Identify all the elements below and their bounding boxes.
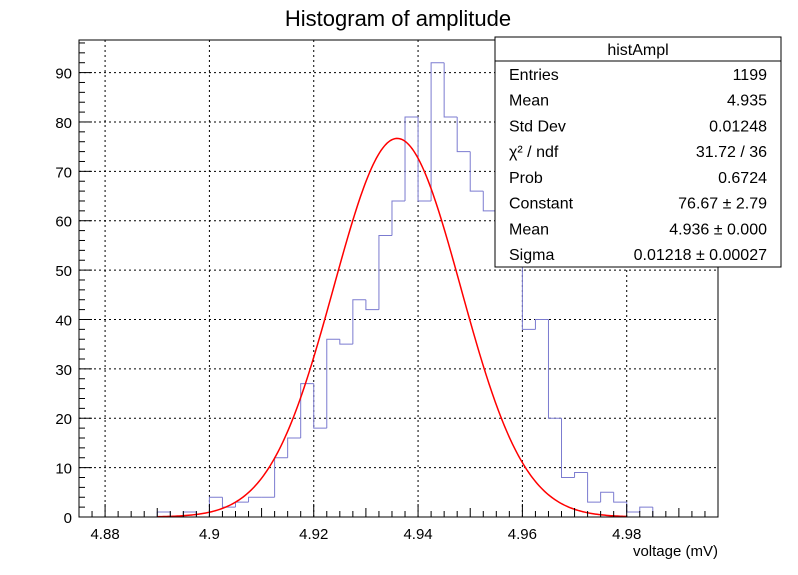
stats-box-frame xyxy=(494,36,782,268)
stats-row-label: Prob xyxy=(509,170,543,187)
stats-row-value: 76.67 ± 2.79 xyxy=(678,196,767,213)
histogram-bin xyxy=(326,338,340,429)
stats-row-value: 0.01218 ± 0.00027 xyxy=(634,247,767,264)
histogram-bin xyxy=(248,496,262,503)
histogram-bin xyxy=(404,116,419,201)
histogram-bin xyxy=(300,383,314,438)
fit-series xyxy=(157,137,627,518)
y-tick-label: 20 xyxy=(55,411,72,428)
histogram-bin xyxy=(287,437,301,458)
y-tick-label: 30 xyxy=(55,362,72,379)
histogram-bin xyxy=(365,299,379,311)
stats-row-label: Mean xyxy=(509,93,549,110)
histogram-bin xyxy=(313,383,327,429)
stats-row-value: 31.72 / 36 xyxy=(696,144,767,161)
histogram-bin xyxy=(417,117,432,202)
histogram-bin xyxy=(469,151,484,192)
x-axis-label: voltage (mV) xyxy=(633,543,718,560)
y-tick-label: 90 xyxy=(55,66,72,83)
histogram-bin xyxy=(352,299,366,345)
chart-title: Histogram of amplitude xyxy=(285,6,511,31)
histogram-bin xyxy=(574,472,588,478)
x-tick-label: 4.88 xyxy=(90,526,119,543)
histogram-bin xyxy=(378,235,392,310)
x-tick-label: 4.94 xyxy=(403,526,432,543)
stats-row-value: 0.01248 xyxy=(709,118,767,135)
x-tick-label: 4.96 xyxy=(508,526,537,543)
stats-box: histAmpl Entries 1199 Mean 4.935 Std Dev 0.012… xyxy=(494,36,782,268)
stats-row-value: 4.935 xyxy=(727,93,767,110)
y-tick-label: 50 xyxy=(55,263,72,280)
histogram-bin xyxy=(534,318,549,330)
x-axis: 4.88 4.9 4.92 4.94 4.96 4.98 xyxy=(90,504,706,543)
stats-row-label: χ² / ndf xyxy=(509,144,559,161)
y-tick-label: 0 xyxy=(64,510,72,527)
y-tick-label: 40 xyxy=(55,312,72,329)
histogram-bin xyxy=(339,339,353,345)
stats-row-value: 0.6724 xyxy=(718,170,767,187)
histogram-bin xyxy=(613,492,627,503)
histogram-bin xyxy=(430,62,445,201)
histogram-bin xyxy=(600,491,614,503)
y-tick-label: 80 xyxy=(55,115,72,132)
stats-box-title: histAmpl xyxy=(607,42,668,59)
histogram-bin xyxy=(587,472,601,503)
stats-row-label: Constant xyxy=(509,196,574,213)
plot-frame xyxy=(78,39,719,518)
x-tick-label: 4.92 xyxy=(299,526,328,543)
plot-frame-rect xyxy=(78,39,719,518)
x-tick-label: 4.98 xyxy=(612,526,641,543)
x-tick-label: 4.9 xyxy=(199,526,220,543)
histogram-bin xyxy=(391,200,406,236)
stats-row-label: Mean xyxy=(509,221,549,238)
histogram-bin xyxy=(482,191,497,212)
gaussian-fit-curve xyxy=(157,137,627,518)
y-tick-label: 70 xyxy=(55,164,72,181)
stats-row-value: 4.936 ± 0.000 xyxy=(669,221,767,238)
y-tick-label: 10 xyxy=(55,461,72,478)
histogram-bin xyxy=(547,319,562,419)
y-axis: 0 10 20 30 40 50 60 70 80 90 xyxy=(55,42,92,527)
histogram-bin xyxy=(521,265,536,330)
grid xyxy=(79,40,718,517)
stats-row-value: 1199 xyxy=(733,67,768,84)
y-tick-label: 60 xyxy=(55,214,72,231)
stats-row-label: Sigma xyxy=(509,247,554,264)
histogram-bin xyxy=(639,506,653,513)
stats-row-label: Entries xyxy=(509,67,559,84)
histogram-bin xyxy=(456,117,471,153)
histogram-bin xyxy=(443,62,458,118)
histogram-bin xyxy=(221,497,236,508)
stats-row-label: Std Dev xyxy=(509,118,566,135)
histogram-bin xyxy=(561,418,575,478)
